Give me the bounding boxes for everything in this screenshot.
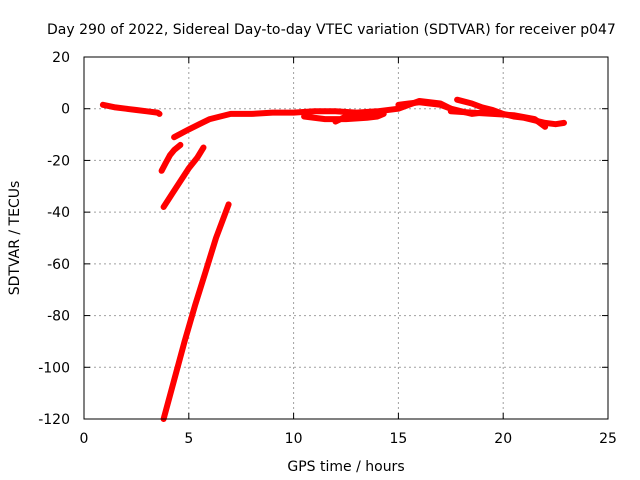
axis-ticks <box>83 56 609 420</box>
x-tick-label: 10 <box>285 431 303 447</box>
x-tick-labels: 0 5 10 15 20 25 <box>80 431 617 447</box>
y-tick-label: -40 <box>47 205 70 221</box>
series-arc-4 <box>160 201 232 422</box>
y-tick-label: -60 <box>47 257 70 273</box>
series-arc-1 <box>99 101 163 117</box>
x-tick-label: 20 <box>494 431 512 447</box>
x-tick-label: 5 <box>184 431 193 447</box>
y-axis-label: SDTVAR / TECUs <box>7 181 23 296</box>
x-tick-label: 15 <box>389 431 407 447</box>
y-tick-label: -20 <box>47 153 70 169</box>
y-tick-label: 0 <box>61 102 70 118</box>
series-arc-2 <box>158 141 184 174</box>
y-tick-labels: 20 0 -20 -40 -60 -80 -100 -120 <box>38 50 70 428</box>
chart-title: Day 290 of 2022, Sidereal Day-to-day VTE… <box>47 22 616 38</box>
y-tick-label: -120 <box>38 412 70 428</box>
x-tick-label: 25 <box>599 431 617 447</box>
series-arc-3 <box>160 144 207 210</box>
plot-frame <box>83 56 609 420</box>
y-tick-label: -100 <box>38 360 70 376</box>
series-arc-9 <box>447 108 549 130</box>
y-tick-label: 20 <box>52 50 70 66</box>
series-arc-6 <box>301 109 387 125</box>
x-axis-label: GPS time / hours <box>287 459 404 475</box>
y-tick-label: -80 <box>47 309 70 325</box>
data-series <box>99 96 567 422</box>
x-tick-label: 0 <box>80 431 89 447</box>
